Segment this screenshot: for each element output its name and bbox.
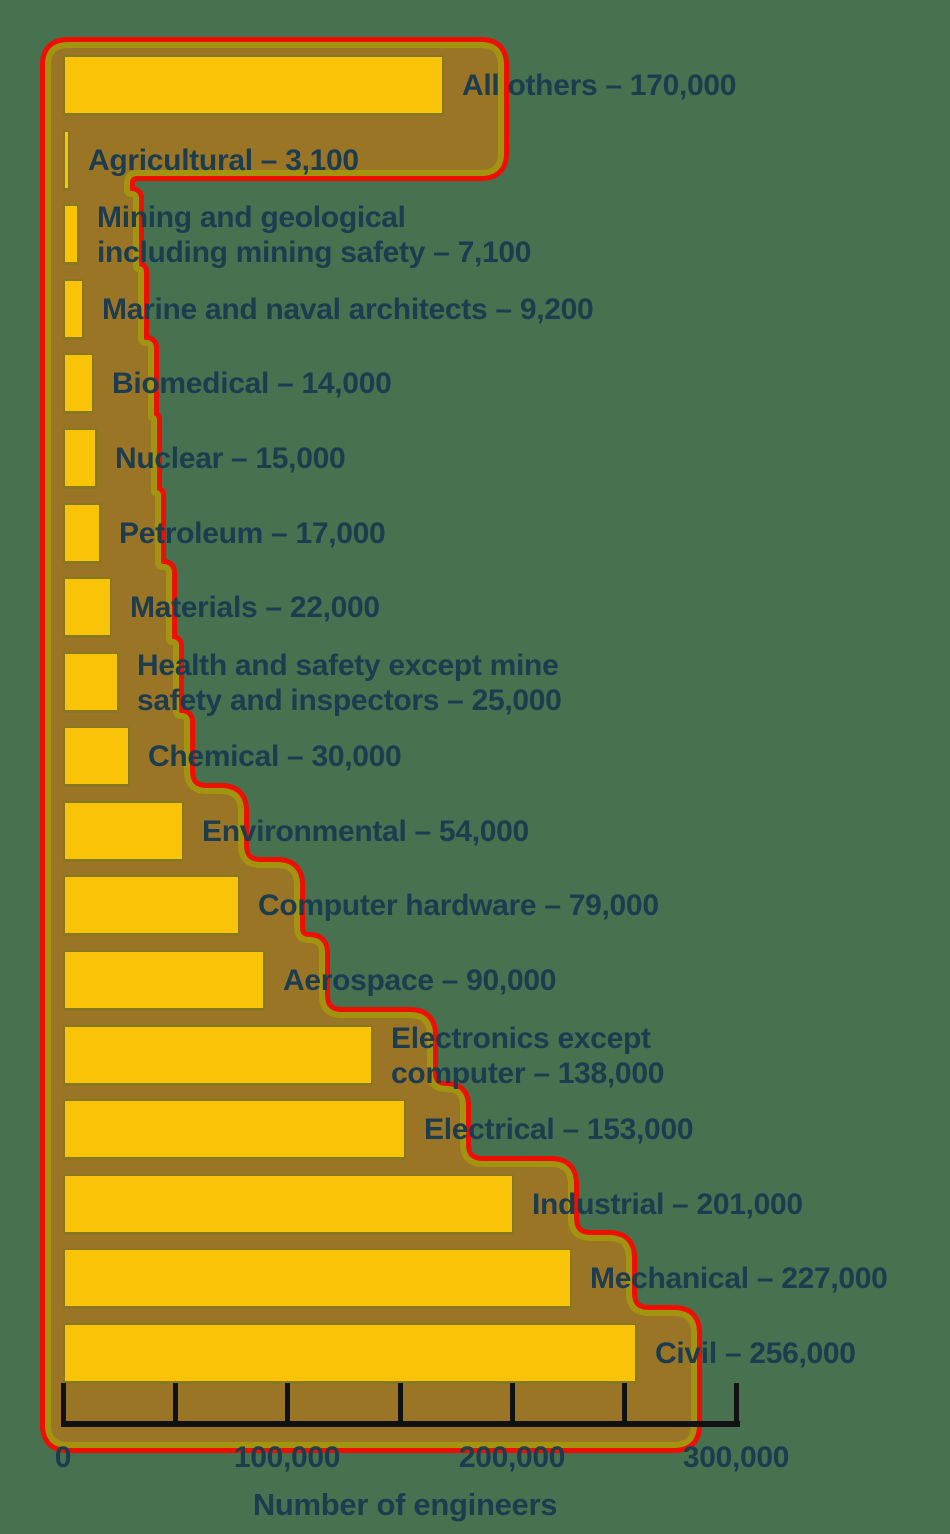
- bar-label-environmental: Environmental – 54,000: [202, 815, 529, 848]
- x-axis-tick-label: 0: [54, 1441, 72, 1474]
- bar-label-biomedical: Biomedical – 14,000: [112, 367, 392, 400]
- bar-label-petroleum: Petroleum – 17,000: [119, 517, 386, 550]
- bar-label-computer-hardware: Computer hardware – 79,000: [258, 889, 659, 922]
- x-axis-tick-label: 300,000: [682, 1441, 790, 1474]
- bar-industrial: [63, 1174, 514, 1235]
- x-axis-tick: [285, 1383, 290, 1427]
- x-axis-tick: [61, 1383, 66, 1427]
- x-axis-tick: [173, 1383, 178, 1427]
- bar-nuclear: [63, 428, 97, 489]
- bar-label-civil: Civil – 256,000: [655, 1337, 856, 1370]
- bar-label-aerospace: Aerospace – 90,000: [283, 964, 557, 997]
- x-axis-tick: [398, 1383, 403, 1427]
- bar-computer-hardware: [63, 875, 240, 936]
- bar-civil: [63, 1323, 637, 1384]
- bar-environmental: [63, 801, 184, 862]
- bar-materials: [63, 577, 112, 638]
- bar-label-mechanical: Mechanical – 227,000: [590, 1262, 888, 1295]
- x-axis-tick: [622, 1383, 627, 1427]
- bar-electronics-except-computer: [63, 1025, 373, 1086]
- bar-health-and-safety-except-mine-safety-and-inspectors: [63, 652, 119, 713]
- bar-all-others: [63, 55, 444, 116]
- bar-marine-and-naval-architects: [63, 279, 84, 340]
- bar-chemical: [63, 726, 130, 787]
- x-axis-tick: [510, 1383, 515, 1427]
- bar-electrical: [63, 1099, 406, 1160]
- bar-agricultural: [63, 130, 70, 191]
- x-axis-title: Number of engineers: [252, 1487, 558, 1522]
- bar-label-all-others: All others – 170,000: [462, 69, 737, 102]
- x-axis-tick-label: 100,000: [233, 1441, 341, 1474]
- bar-label-industrial: Industrial – 201,000: [532, 1188, 803, 1221]
- bar-label-electrical: Electrical – 153,000: [424, 1113, 694, 1146]
- bar-petroleum: [63, 503, 101, 564]
- bar-label-agricultural: Agricultural – 3,100: [88, 144, 359, 177]
- x-axis-tick-label: 200,000: [458, 1441, 566, 1474]
- bar-label-marine-and-naval-architects: Marine and naval architects – 9,200: [102, 293, 594, 326]
- bar-label-chemical: Chemical – 30,000: [148, 740, 402, 773]
- bar-biomedical: [63, 353, 94, 414]
- bar-label-electronics-except-computer: Electronics except computer – 138,000: [391, 1021, 665, 1090]
- bar-label-nuclear: Nuclear – 15,000: [115, 442, 346, 475]
- x-axis-tick: [734, 1383, 739, 1427]
- bar-mechanical: [63, 1248, 572, 1309]
- bar-label-mining-and-geological-including-mining-safety: Mining and geological including mining s…: [97, 200, 532, 269]
- bar-label-health-and-safety-except-mine-safety-and-inspectors: Health and safety except mine safety and…: [137, 648, 562, 717]
- bar-aerospace: [63, 950, 265, 1011]
- bar-label-materials: Materials – 22,000: [130, 591, 380, 624]
- bar-mining-and-geological-including-mining-safety: [63, 204, 79, 265]
